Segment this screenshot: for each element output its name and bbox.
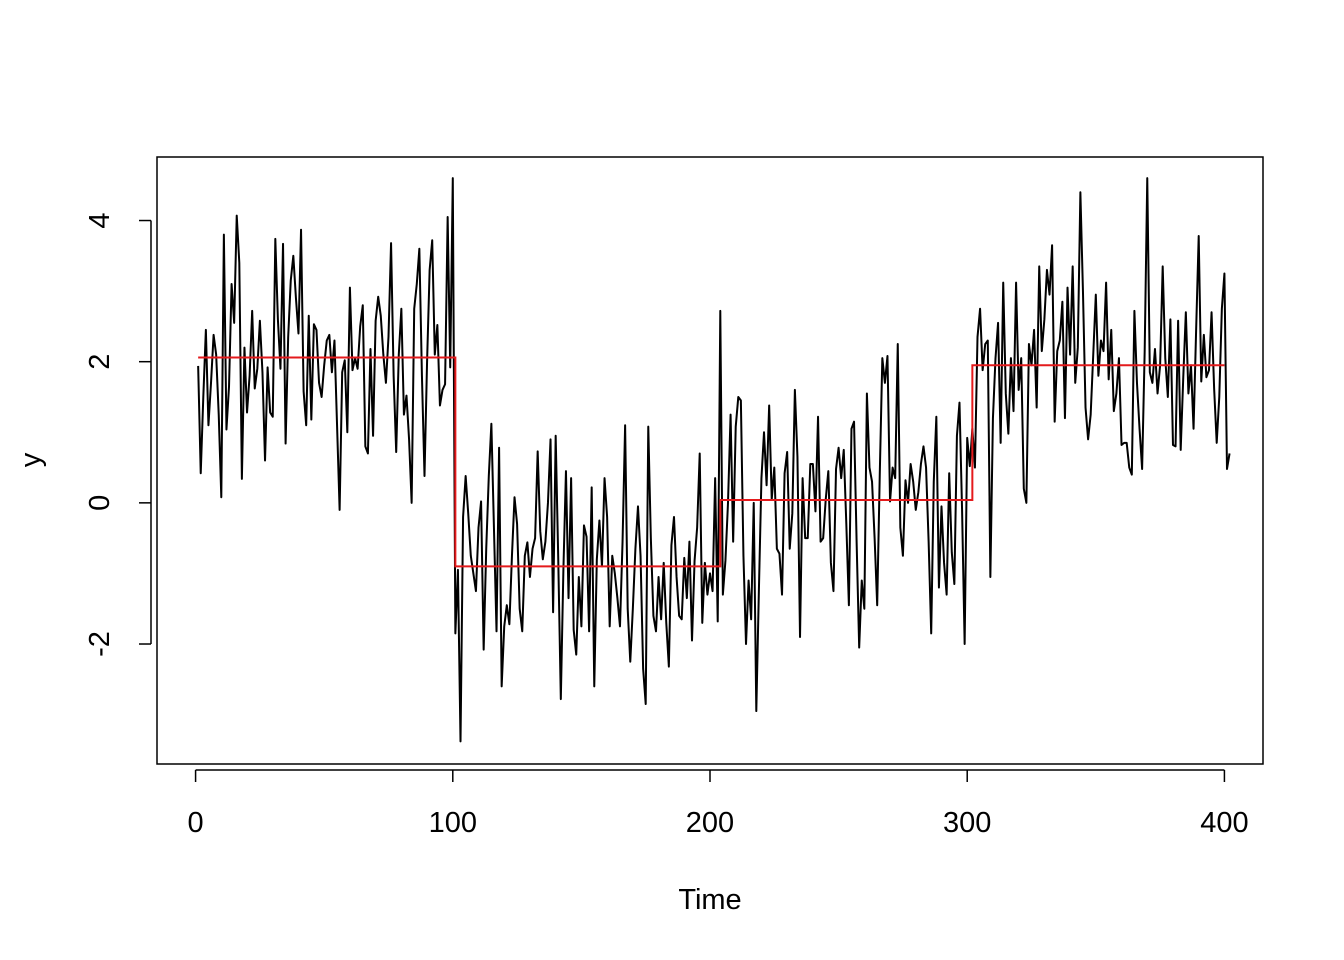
y-tick-label: 2 <box>84 354 116 370</box>
x-axis-label: Time <box>678 884 741 916</box>
x-tick-label: 200 <box>686 807 734 839</box>
y-tick-label: 0 <box>84 495 116 511</box>
x-tick-label: 0 <box>188 807 204 839</box>
x-tick-label: 100 <box>429 807 477 839</box>
segment-mean-step-line <box>198 356 1225 568</box>
x-tick-label: 300 <box>943 807 991 839</box>
y-axis-label: y <box>15 452 47 467</box>
y-tick-label: -2 <box>84 631 116 657</box>
plot-box <box>156 156 1264 765</box>
x-tick-label: 400 <box>1200 807 1248 839</box>
series-layer <box>197 177 1231 743</box>
x-axis: 0 100 200 300 400 <box>188 769 1249 839</box>
observed-series-line <box>197 177 1231 743</box>
y-axis: -2 0 2 4 <box>84 212 152 657</box>
y-tick-label: 4 <box>84 212 116 228</box>
